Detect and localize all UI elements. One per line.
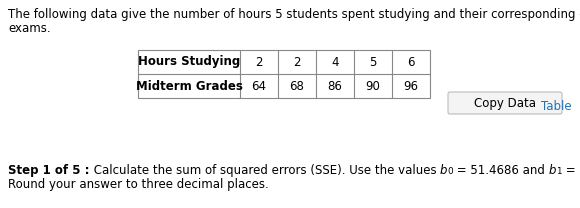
Text: 90: 90	[365, 79, 380, 93]
Text: The following data give the number of hours 5 students spent studying and their : The following data give the number of ho…	[8, 8, 580, 21]
Text: Step 1 of 5 :: Step 1 of 5 :	[8, 164, 89, 177]
Text: Midterm Grades: Midterm Grades	[136, 79, 242, 93]
FancyBboxPatch shape	[448, 92, 562, 114]
Text: 96: 96	[404, 79, 419, 93]
Bar	[138, 50, 430, 98]
Text: 68: 68	[289, 79, 304, 93]
Text: 1: 1	[556, 167, 562, 176]
Text: 64: 64	[252, 79, 266, 93]
Text: Copy Data: Copy Data	[474, 97, 536, 109]
Text: Table: Table	[541, 100, 572, 113]
Text: 5: 5	[369, 56, 376, 68]
Text: 0: 0	[447, 167, 453, 176]
Text: exams.: exams.	[8, 22, 50, 35]
Text: Round your answer to three decimal places.: Round your answer to three decimal place…	[8, 178, 269, 191]
Text: Calculate the sum of squared errors (SSE). Use the values: Calculate the sum of squared errors (SSE…	[89, 164, 440, 177]
Text: 6: 6	[407, 56, 415, 68]
Text: 4: 4	[331, 56, 339, 68]
Text: b: b	[440, 164, 447, 177]
Text: 2: 2	[255, 56, 263, 68]
Text: 2: 2	[293, 56, 301, 68]
Text: Hours Studying: Hours Studying	[138, 56, 240, 68]
Text: = 7.7188 for the calculations.: = 7.7188 for the calculations.	[562, 164, 580, 177]
Text: = 51.4686 and: = 51.4686 and	[453, 164, 549, 177]
Text: b: b	[549, 164, 556, 177]
Text: 86: 86	[328, 79, 342, 93]
